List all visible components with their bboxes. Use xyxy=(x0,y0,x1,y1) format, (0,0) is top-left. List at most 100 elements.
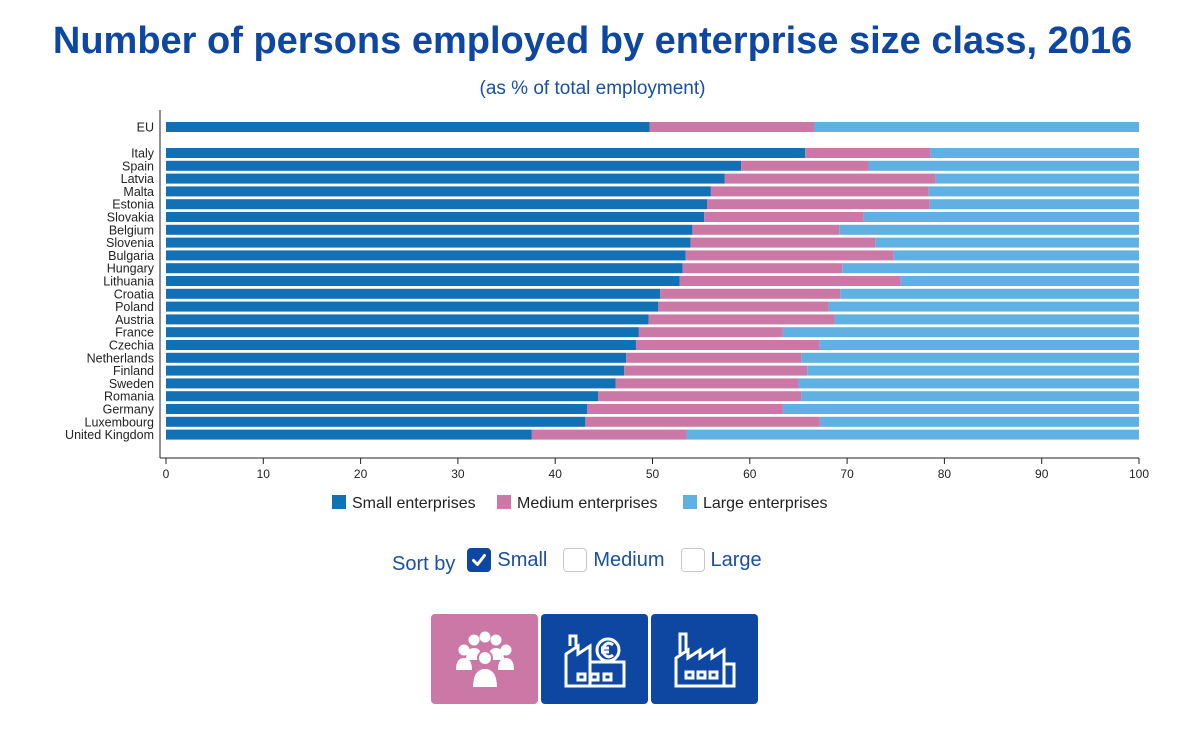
bar-germany-medium[interactable] xyxy=(587,404,783,414)
bar-spain-small[interactable] xyxy=(166,160,742,171)
bar-latvia-small[interactable] xyxy=(166,173,725,184)
bar-united-kingdom-medium[interactable] xyxy=(531,429,687,440)
bar-poland-large[interactable] xyxy=(828,301,1139,312)
bar-united-kingdom-small[interactable] xyxy=(166,429,532,440)
bar-luxembourg-small[interactable] xyxy=(166,416,586,427)
bar-spain-large[interactable] xyxy=(868,160,1139,171)
bar-finland-small[interactable] xyxy=(166,365,625,376)
category-label: Belgium xyxy=(109,223,154,237)
x-tick-label: 10 xyxy=(257,467,271,481)
bar-italy-large[interactable] xyxy=(930,148,1139,158)
bar-sweden-small[interactable] xyxy=(166,378,616,389)
bar-italy-medium[interactable] xyxy=(805,148,931,158)
bar-poland-small[interactable] xyxy=(166,301,659,312)
category-label: Netherlands xyxy=(87,351,154,365)
sort-option-medium[interactable]: Medium xyxy=(563,548,665,572)
bar-lithuania-large[interactable] xyxy=(900,276,1139,286)
bar-slovenia-medium[interactable] xyxy=(690,237,876,248)
bar-spain-medium[interactable] xyxy=(741,160,869,171)
bar-romania-large[interactable] xyxy=(801,391,1139,402)
bar-czechia-small[interactable] xyxy=(166,340,636,350)
people-button[interactable] xyxy=(431,614,538,704)
sort-small-checkbox[interactable] xyxy=(467,548,492,572)
bar-bulgaria-medium[interactable] xyxy=(685,250,894,261)
bar-estonia-medium[interactable] xyxy=(706,199,930,210)
bar-bulgaria-large[interactable] xyxy=(893,250,1139,261)
bar-luxembourg-medium[interactable] xyxy=(585,416,820,427)
category-label: Slovakia xyxy=(107,211,154,225)
bar-italy-small[interactable] xyxy=(166,148,806,158)
bar-slovakia-medium[interactable] xyxy=(704,212,864,222)
legend-swatch xyxy=(683,495,697,509)
bar-slovakia-small[interactable] xyxy=(166,212,705,222)
bar-france-small[interactable] xyxy=(166,327,639,338)
bar-latvia-medium[interactable] xyxy=(724,173,936,184)
chart-title: Number of persons employed by enterprise… xyxy=(52,20,1133,62)
bar-eu-small[interactable] xyxy=(166,122,650,132)
bar-belgium-medium[interactable] xyxy=(692,224,840,235)
bar-sweden-large[interactable] xyxy=(798,378,1139,389)
bar-czechia-large[interactable] xyxy=(819,340,1139,350)
bar-poland-medium[interactable] xyxy=(658,301,829,312)
bar-lithuania-medium[interactable] xyxy=(679,276,901,286)
bar-finland-large[interactable] xyxy=(807,365,1139,376)
sort-small-label: Small xyxy=(497,548,548,571)
bar-united-kingdom-large[interactable] xyxy=(686,429,1139,440)
bar-austria-large[interactable] xyxy=(834,314,1139,325)
bar-france-medium[interactable] xyxy=(638,327,783,338)
bar-austria-medium[interactable] xyxy=(648,314,835,325)
category-label: Czechia xyxy=(109,339,154,353)
bar-romania-medium[interactable] xyxy=(598,391,802,402)
factory-button[interactable] xyxy=(651,614,758,704)
bar-malta-medium[interactable] xyxy=(710,186,929,197)
bar-croatia-large[interactable] xyxy=(840,288,1139,299)
bar-romania-small[interactable] xyxy=(166,391,599,402)
sort-medium-checkbox[interactable] xyxy=(563,548,588,572)
factory-euro-button[interactable] xyxy=(541,614,648,704)
bar-france-large[interactable] xyxy=(782,327,1139,338)
bar-netherlands-medium[interactable] xyxy=(626,352,802,363)
bar-germany-small[interactable] xyxy=(166,404,588,414)
bar-latvia-large[interactable] xyxy=(935,173,1139,184)
bar-estonia-large[interactable] xyxy=(929,199,1139,210)
bar-slovakia-large[interactable] xyxy=(863,212,1139,222)
bar-sweden-medium[interactable] xyxy=(615,378,799,389)
bar-lithuania-small[interactable] xyxy=(166,276,680,286)
bar-eu-medium[interactable] xyxy=(649,122,815,132)
bar-slovenia-large[interactable] xyxy=(875,237,1139,248)
sort-option-small[interactable]: Small xyxy=(467,548,547,572)
bar-belgium-large[interactable] xyxy=(839,224,1139,235)
bar-malta-small[interactable] xyxy=(166,186,711,197)
bar-croatia-medium[interactable] xyxy=(660,288,841,299)
category-label: Estonia xyxy=(112,198,154,212)
stacked-bar-chart: EU ItalySpainLatviaMaltaEstoniaSlovakiaBe… xyxy=(65,110,1149,512)
bar-netherlands-small[interactable] xyxy=(166,352,627,363)
bar-finland-medium[interactable] xyxy=(624,365,808,376)
category-label: Bulgaria xyxy=(108,249,154,263)
bar-hungary-small[interactable] xyxy=(166,263,683,274)
sort-option-large[interactable]: Large xyxy=(680,548,762,572)
bar-malta-large[interactable] xyxy=(928,186,1139,197)
legend-item-small[interactable]: Small enterprises xyxy=(332,495,476,512)
bar-belgium-small[interactable] xyxy=(166,224,693,235)
bar-hungary-medium[interactable] xyxy=(682,263,843,274)
bar-hungary-large[interactable] xyxy=(842,263,1139,274)
bar-bulgaria-small[interactable] xyxy=(166,250,686,261)
bar-eu-large[interactable] xyxy=(814,122,1139,132)
legend-item-large[interactable]: Large enterprises xyxy=(683,495,828,512)
sort-large-checkbox[interactable] xyxy=(680,548,705,572)
bar-estonia-small[interactable] xyxy=(166,199,707,210)
legend-swatch xyxy=(497,495,511,509)
category-label: Hungary xyxy=(107,262,155,276)
bar-netherlands-large[interactable] xyxy=(801,352,1139,363)
bar-austria-small[interactable] xyxy=(166,314,649,325)
legend-item-medium[interactable]: Medium enterprises xyxy=(497,495,658,512)
checkmark-icon xyxy=(472,554,487,566)
category-label: Romania xyxy=(104,390,154,404)
bar-luxembourg-large[interactable] xyxy=(819,416,1139,427)
bar-slovenia-small[interactable] xyxy=(166,237,691,248)
bar-germany-large[interactable] xyxy=(782,404,1139,414)
legend: Small enterprises Medium enterprises Large… xyxy=(332,495,828,512)
bar-czechia-medium[interactable] xyxy=(635,340,820,350)
bar-croatia-small[interactable] xyxy=(166,288,661,299)
